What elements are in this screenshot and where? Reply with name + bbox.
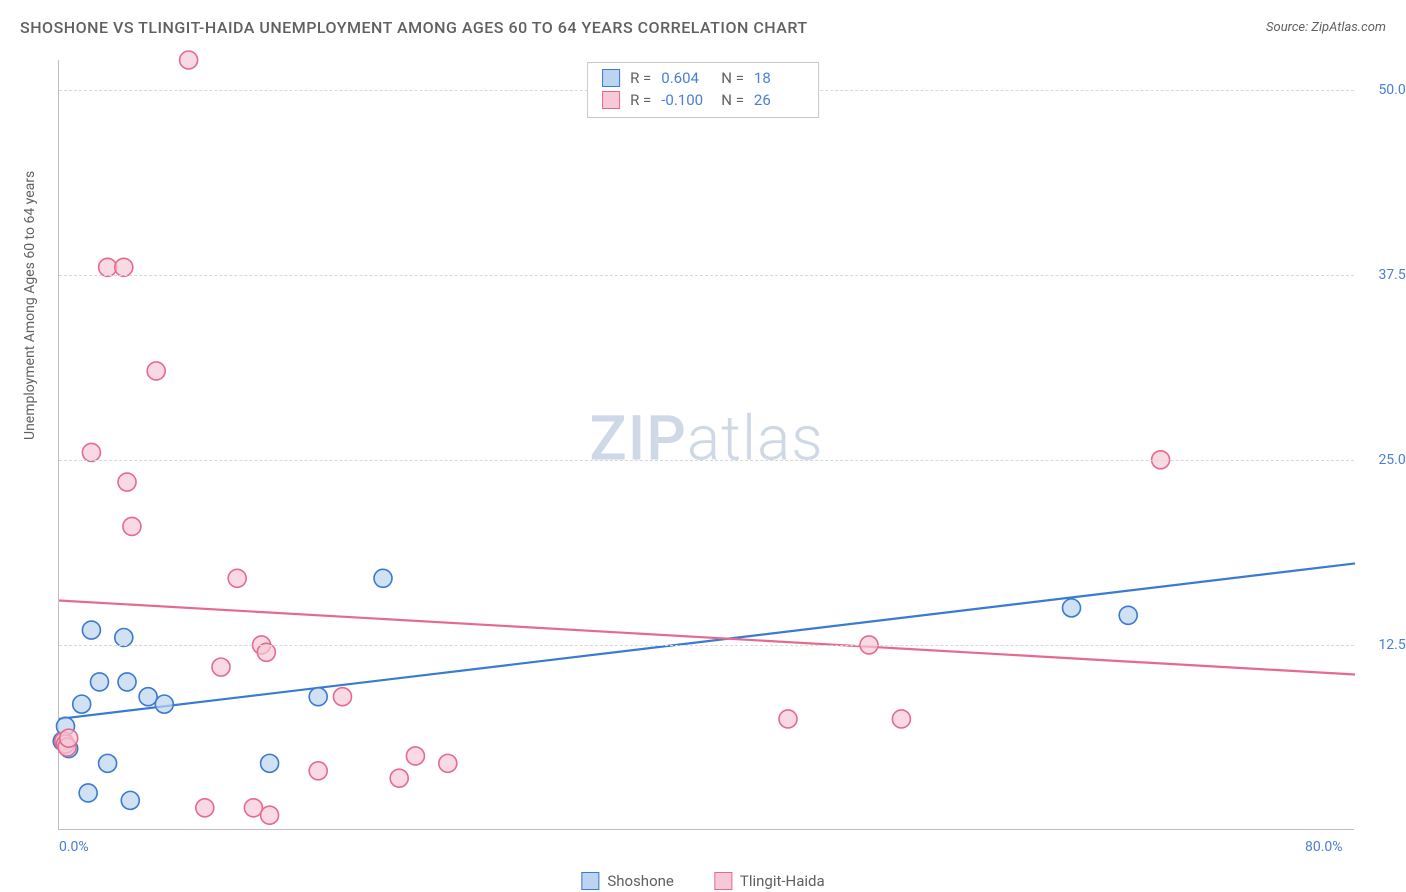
stat-n-label-0: N = [721, 67, 744, 89]
data-point [60, 729, 78, 747]
gridline [59, 460, 1354, 461]
data-point [118, 473, 136, 491]
bottom-legend-swatch-0 [581, 872, 599, 890]
stat-n-val-0: 18 [754, 67, 804, 89]
bottom-legend-label-0: Shoshone [607, 872, 674, 890]
source-label: Source: ZipAtlas.com [1266, 20, 1386, 35]
data-point [79, 784, 97, 802]
data-point [439, 754, 457, 772]
data-point [121, 791, 139, 809]
data-point [123, 517, 141, 535]
data-point [212, 658, 230, 676]
stat-r-val-0: 0.604 [661, 67, 711, 89]
legend-stats-row-0: R = 0.604 N = 18 [602, 67, 804, 89]
data-point [779, 710, 797, 728]
data-point [1063, 599, 1081, 617]
data-point [390, 769, 408, 787]
bottom-legend: Shoshone Tlingit-Haida [581, 872, 824, 890]
x-tick-label: 0.0% [59, 839, 89, 855]
y-tick-label: 25.0% [1378, 452, 1406, 468]
data-point [261, 806, 279, 824]
legend-swatch-0 [602, 69, 620, 87]
data-point [118, 673, 136, 691]
stat-n-label-1: N = [721, 89, 744, 111]
plot-area: ZIPatlas 12.5%25.0%37.5%50.0% 0.0%80.0% [58, 60, 1354, 830]
gridline [59, 275, 1354, 276]
data-point [115, 258, 133, 276]
data-point [244, 799, 262, 817]
data-point [892, 710, 910, 728]
data-point [91, 673, 109, 691]
data-point [309, 762, 327, 780]
stat-n-val-1: 26 [754, 89, 804, 111]
bottom-legend-swatch-1 [714, 872, 732, 890]
data-point [99, 258, 117, 276]
bottom-legend-label-1: Tlingit-Haida [740, 872, 825, 890]
gridline [59, 645, 1354, 646]
y-tick-label: 50.0% [1378, 82, 1406, 98]
stat-r-label-1: R = [630, 89, 651, 111]
data-point [309, 688, 327, 706]
data-point [334, 688, 352, 706]
data-point [257, 643, 275, 661]
chart-svg [59, 60, 1354, 829]
y-tick-label: 12.5% [1378, 637, 1406, 653]
data-point [261, 754, 279, 772]
legend-stats: R = 0.604 N = 18 R = -0.100 N = 26 [587, 62, 819, 118]
bottom-legend-item-0: Shoshone [581, 872, 674, 890]
data-point [115, 629, 133, 647]
data-point [196, 799, 214, 817]
bottom-legend-item-1: Tlingit-Haida [714, 872, 825, 890]
data-point [228, 569, 246, 587]
legend-swatch-1 [602, 91, 620, 109]
legend-stats-row-1: R = -0.100 N = 26 [602, 89, 804, 111]
trend-line-1 [59, 600, 1355, 674]
stat-r-label-0: R = [630, 67, 651, 89]
y-tick-label: 37.5% [1378, 267, 1406, 283]
data-point [1119, 606, 1137, 624]
x-tick-label: 80.0% [1305, 839, 1343, 855]
stat-r-val-1: -0.100 [661, 89, 711, 111]
data-point [73, 695, 91, 713]
data-point [155, 695, 173, 713]
data-point [82, 443, 100, 461]
data-point [147, 362, 165, 380]
y-axis-title: Unemployment Among Ages 60 to 64 years [22, 171, 38, 440]
data-point [406, 747, 424, 765]
data-point [82, 621, 100, 639]
chart-title: SHOSHONE VS TLINGIT-HAIDA UNEMPLOYMENT A… [20, 18, 808, 37]
data-point [180, 51, 198, 69]
data-point [139, 688, 157, 706]
data-point [99, 754, 117, 772]
data-point [374, 569, 392, 587]
